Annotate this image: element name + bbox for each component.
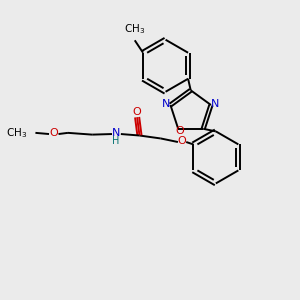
Text: O: O [132, 107, 141, 117]
Text: H: H [112, 136, 120, 146]
Text: N: N [112, 128, 121, 138]
Text: N: N [211, 99, 219, 110]
Text: O: O [178, 136, 186, 146]
Text: CH$_3$: CH$_3$ [6, 126, 27, 140]
Text: N: N [162, 99, 170, 110]
Text: CH$_3$: CH$_3$ [124, 22, 145, 36]
Text: O: O [50, 128, 58, 138]
Text: O: O [175, 126, 184, 136]
